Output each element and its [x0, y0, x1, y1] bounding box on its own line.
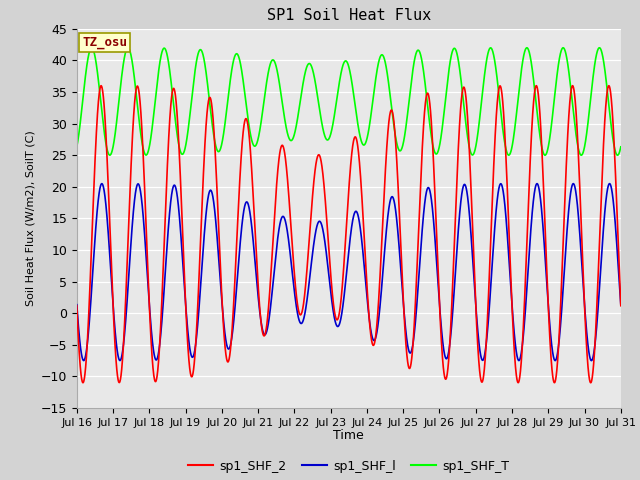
- Legend: sp1_SHF_2, sp1_SHF_l, sp1_SHF_T: sp1_SHF_2, sp1_SHF_l, sp1_SHF_T: [184, 455, 514, 478]
- Y-axis label: Soil Heat Flux (W/m2), SoilT (C): Soil Heat Flux (W/m2), SoilT (C): [25, 131, 35, 306]
- Title: SP1 Soil Heat Flux: SP1 Soil Heat Flux: [267, 9, 431, 24]
- X-axis label: Time: Time: [333, 429, 364, 442]
- Text: TZ_osu: TZ_osu: [82, 36, 127, 49]
